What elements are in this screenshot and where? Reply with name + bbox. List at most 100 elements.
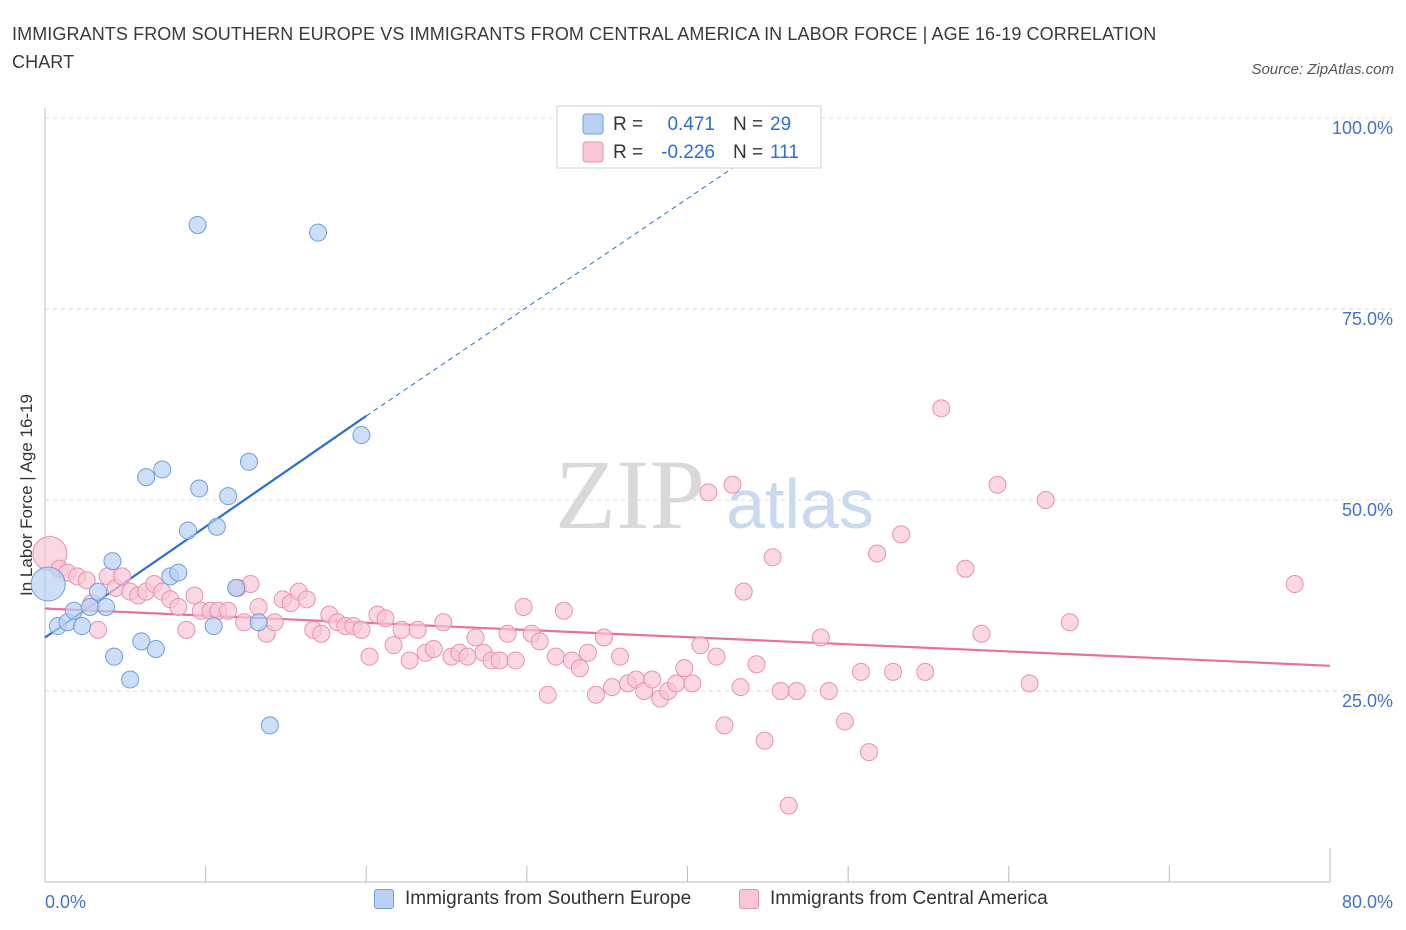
- data-point-central-america: [932, 399, 951, 418]
- data-point-central-america: [835, 712, 854, 731]
- data-point-central-america: [177, 620, 196, 639]
- data-point-central-america: [312, 624, 331, 643]
- data-point-southern-europe: [249, 613, 268, 632]
- data-point-central-america: [851, 662, 870, 681]
- data-point-central-america: [586, 685, 605, 704]
- data-point-central-america: [113, 567, 132, 586]
- data-point-southern-europe: [105, 647, 124, 666]
- data-point-central-america: [956, 559, 975, 578]
- data-point-central-america: [249, 597, 268, 616]
- data-point-central-america: [466, 628, 485, 647]
- data-point-central-america: [185, 586, 204, 605]
- data-point-southern-europe: [309, 223, 328, 242]
- data-point-southern-europe: [97, 597, 116, 616]
- data-point-southern-europe: [89, 582, 108, 601]
- data-point-southern-europe: [80, 597, 99, 616]
- data-point-central-america: [731, 678, 750, 697]
- data-point-central-america: [506, 651, 525, 670]
- legend-swatch-blue: [374, 889, 394, 909]
- ticks-layer: 25.0% 50.0% 75.0% 100.0% 0.0% 80.0%: [45, 118, 1393, 912]
- data-point-southern-europe: [190, 479, 209, 498]
- data-point-central-america: [715, 716, 734, 735]
- data-point-central-america: [755, 731, 774, 750]
- data-point-central-america: [297, 590, 316, 609]
- data-point-central-america: [538, 685, 557, 704]
- points-layer: [30, 215, 1304, 815]
- data-point-central-america: [667, 674, 686, 693]
- data-point-central-america: [723, 475, 742, 494]
- legend-swatch-pink: [582, 141, 604, 163]
- data-point-central-america: [892, 525, 911, 544]
- x-tick-label: 80.0%: [1342, 892, 1393, 912]
- data-point-central-america: [1285, 575, 1304, 594]
- data-point-central-america: [1020, 674, 1039, 693]
- data-point-central-america: [988, 475, 1007, 494]
- data-point-central-america: [860, 743, 879, 762]
- data-point-central-america: [643, 670, 662, 689]
- data-point-central-america: [578, 643, 597, 662]
- data-point-central-america: [819, 682, 838, 700]
- legend-label: Immigrants from Central America: [770, 888, 1048, 909]
- y-tick-label: 50.0%: [1342, 500, 1393, 520]
- data-point-central-america: [734, 582, 753, 601]
- legend-swatch-pink: [739, 889, 759, 909]
- data-point-central-america: [376, 609, 395, 628]
- data-point-southern-europe: [146, 639, 165, 658]
- data-point-central-america: [400, 651, 419, 670]
- data-point-southern-europe: [169, 563, 188, 582]
- data-point-central-america: [546, 647, 565, 666]
- data-point-central-america: [787, 682, 806, 700]
- correlation-legend: R = 0.471 N = 29 R = -0.226 N = 111: [556, 105, 822, 169]
- series-legend: Immigrants from Southern Europe Immigran…: [0, 888, 1406, 918]
- data-point-central-america: [514, 597, 533, 616]
- y-tick-label: 100.0%: [1332, 118, 1393, 138]
- legend-n-label: N =: [733, 142, 763, 163]
- data-point-southern-europe: [137, 468, 156, 487]
- data-point-southern-europe: [178, 521, 197, 540]
- data-point-central-america: [603, 678, 622, 697]
- watermark-atlas: atlas: [726, 465, 874, 543]
- source-label: Source: ZipAtlas.com: [1251, 61, 1394, 78]
- data-point-southern-europe: [72, 617, 91, 636]
- data-point-central-america: [554, 601, 573, 620]
- legend-n-label: N =: [733, 114, 763, 135]
- data-point-southern-europe: [204, 617, 223, 636]
- data-point-central-america: [683, 674, 702, 693]
- data-point-central-america: [530, 632, 549, 651]
- data-point-central-america: [490, 651, 509, 670]
- data-point-southern-europe: [153, 460, 172, 479]
- chart-title: IMMIGRANTS FROM SOUTHERN EUROPE VS IMMIG…: [12, 24, 1157, 72]
- data-point-southern-europe: [132, 632, 151, 651]
- legend-r-label: R =: [613, 142, 643, 163]
- data-point-central-america: [1060, 613, 1079, 632]
- data-point-central-america: [884, 662, 903, 681]
- data-point-central-america: [570, 659, 589, 678]
- data-point-southern-europe: [64, 601, 83, 620]
- data-point-central-america: [868, 544, 887, 563]
- data-point-southern-europe: [121, 670, 140, 689]
- data-point-central-america: [458, 647, 477, 666]
- trendline-extension: [365, 132, 785, 417]
- data-point-southern-europe: [260, 716, 279, 735]
- data-point-southern-europe: [30, 566, 66, 602]
- data-point-central-america: [265, 613, 284, 632]
- data-point-central-america: [384, 636, 403, 655]
- data-point-central-america: [77, 571, 96, 590]
- data-point-central-america: [360, 647, 379, 666]
- data-point-central-america: [763, 548, 782, 567]
- legend-item-central-america: Immigrants from Central America: [739, 888, 1048, 910]
- data-point-central-america: [811, 628, 830, 647]
- data-point-central-america: [594, 628, 613, 647]
- y-tick-label: 75.0%: [1342, 309, 1393, 329]
- legend-n-value: 111: [770, 142, 799, 163]
- data-point-central-america: [699, 483, 718, 502]
- legend-label: Immigrants from Southern Europe: [405, 888, 692, 909]
- data-point-central-america: [675, 659, 694, 678]
- data-point-southern-europe: [103, 552, 122, 571]
- data-point-southern-europe: [227, 578, 246, 597]
- watermark-zip: ZIP: [555, 439, 705, 550]
- data-point-central-america: [916, 662, 935, 681]
- data-point-southern-europe: [239, 452, 258, 471]
- data-point-central-america: [779, 796, 798, 815]
